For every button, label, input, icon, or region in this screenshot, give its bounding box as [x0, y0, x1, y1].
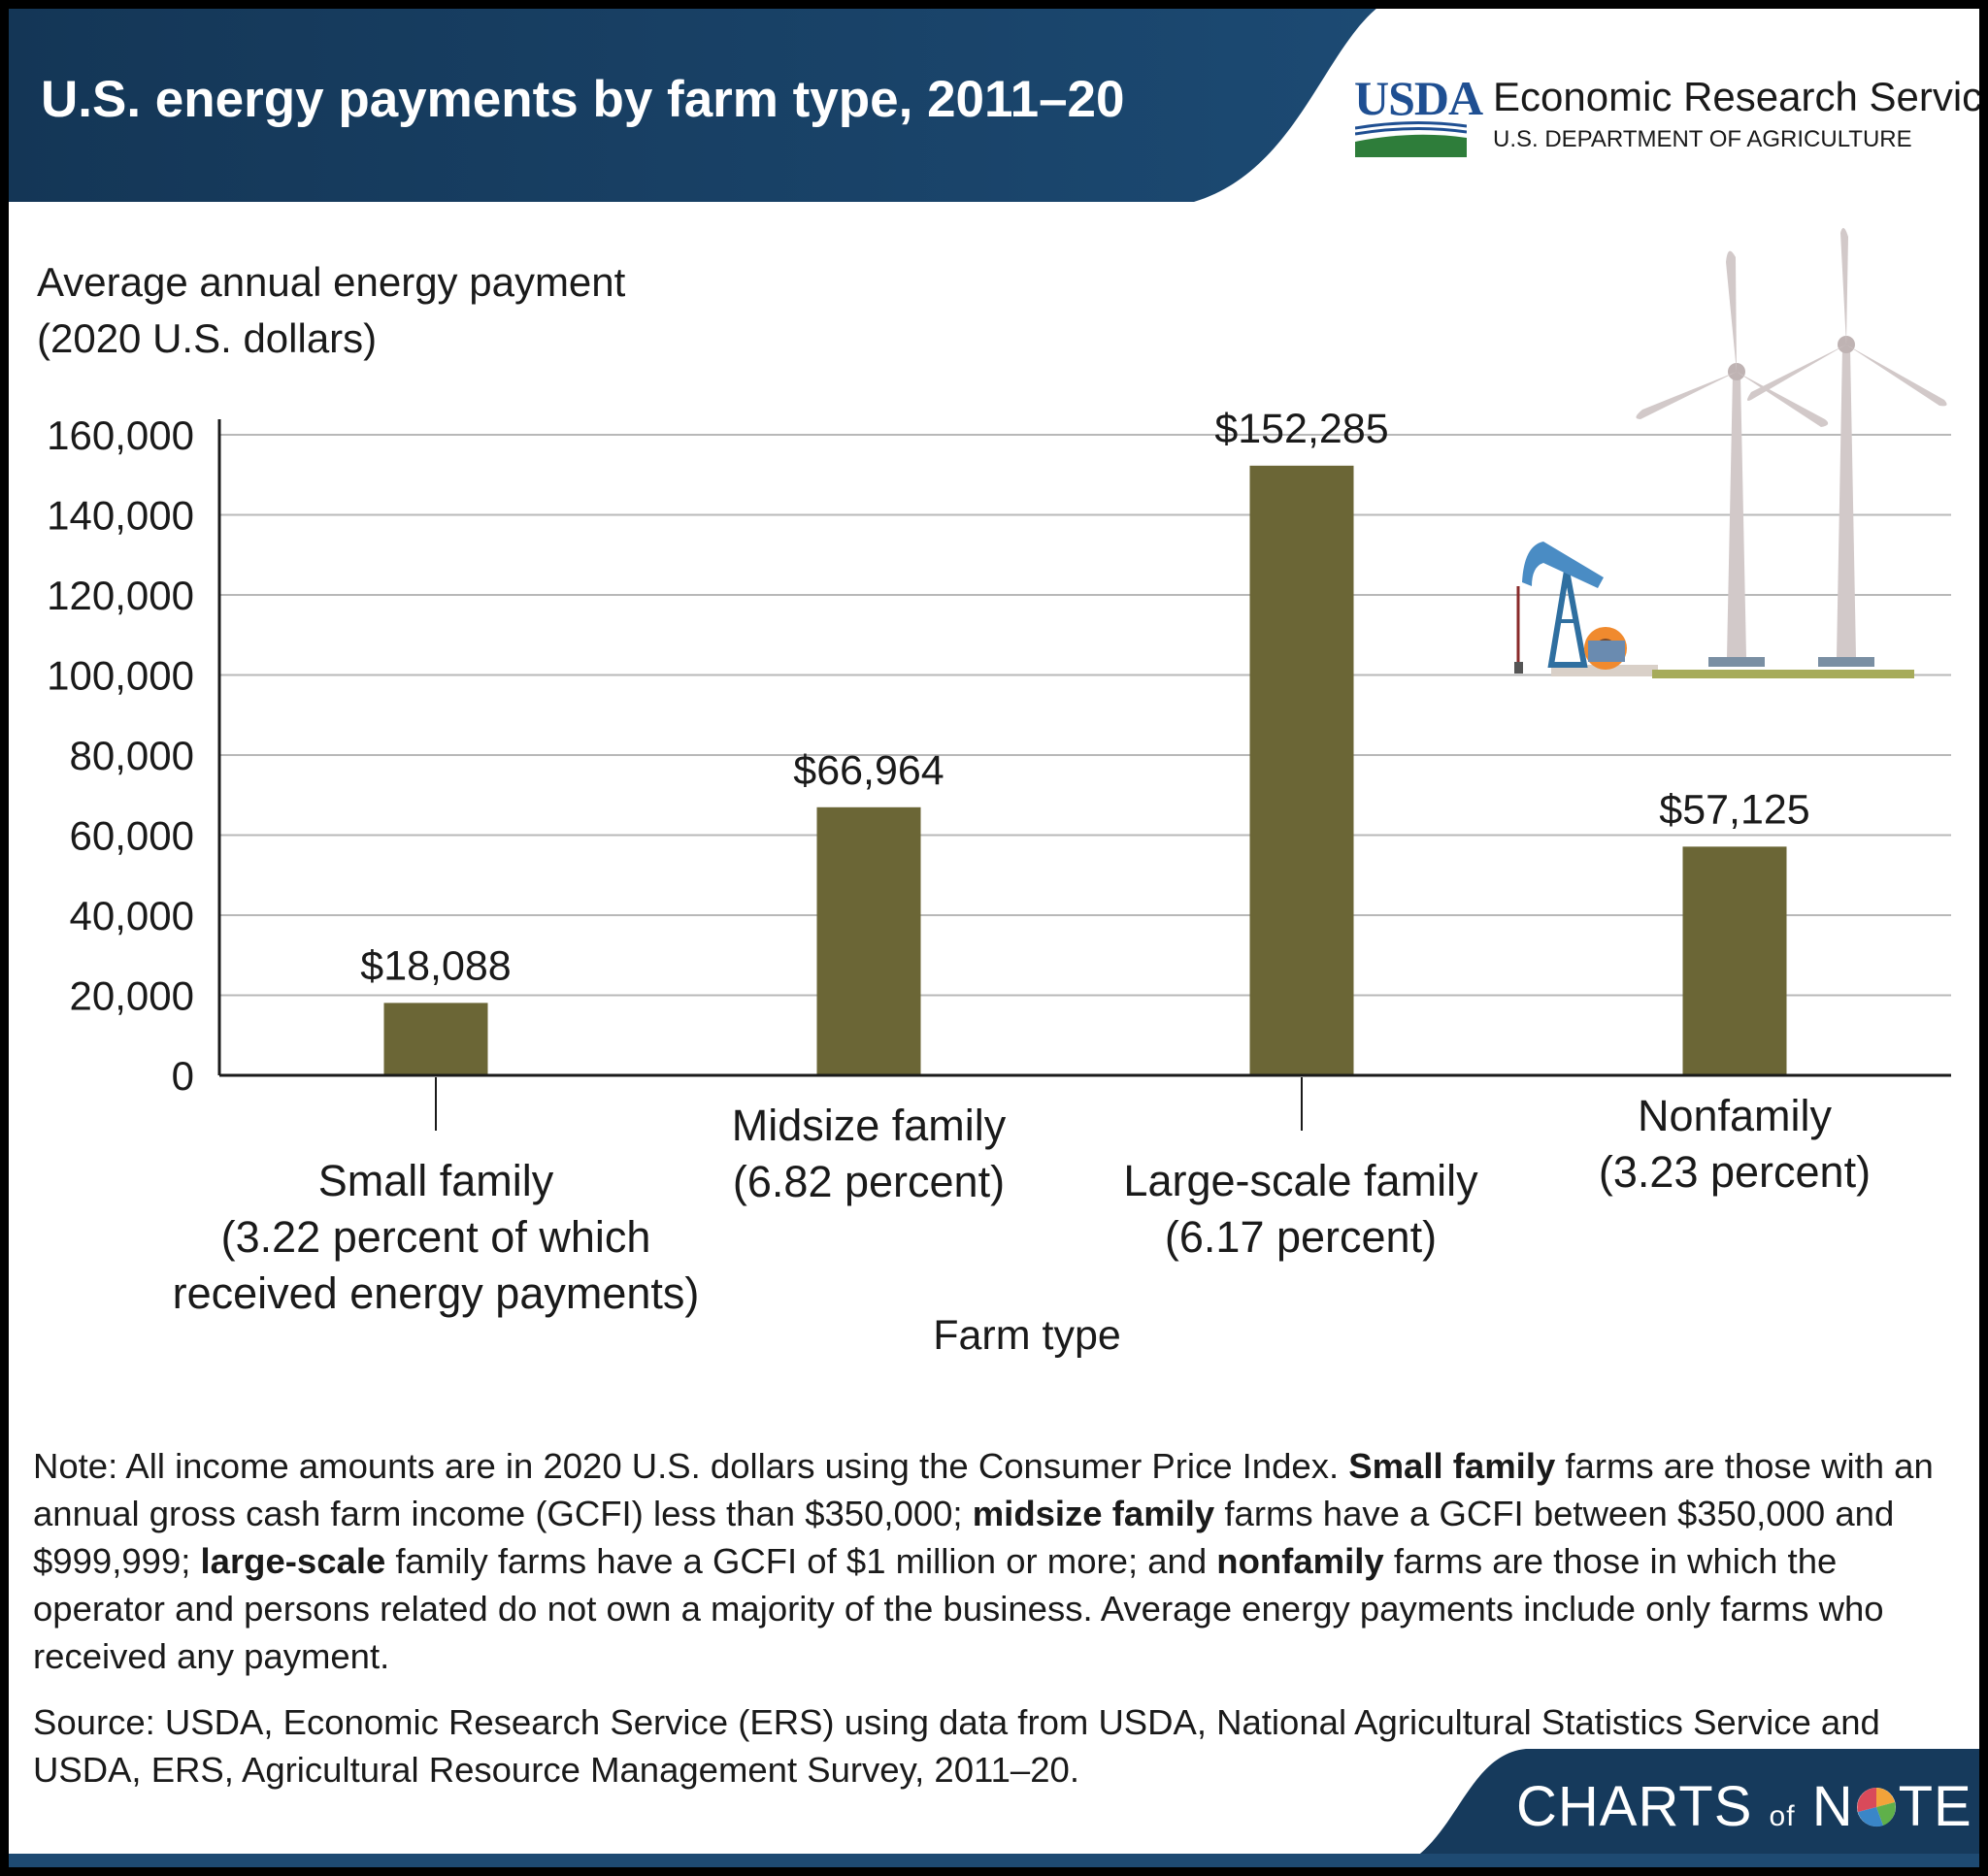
- data-label: $57,125: [1659, 786, 1809, 833]
- logo-word-of: of: [1769, 1800, 1796, 1832]
- x-category-line: Large-scale family: [1123, 1156, 1478, 1205]
- department-name: U.S. DEPARTMENT OF AGRICULTURE: [1493, 126, 1912, 152]
- data-label: $18,088: [360, 942, 511, 989]
- data-labels: $18,088 $66,964 $152,285 $57,125: [360, 406, 1809, 990]
- x-category-line: received energy payments): [172, 1268, 700, 1318]
- logo-letters-te: TE: [1898, 1775, 1972, 1838]
- bar: [1249, 465, 1354, 1076]
- x-category-label: Small family (3.22 percent of which rece…: [173, 1153, 700, 1322]
- y-tick-label: 140,000: [47, 493, 194, 539]
- note-bold-term: Small family: [1348, 1446, 1556, 1486]
- usda-logo-icon: [1355, 120, 1467, 157]
- y-tick-label: 20,000: [70, 973, 194, 1019]
- agency-name: Economic Research Service: [1493, 74, 1988, 119]
- pie-chart-icon: [1856, 1788, 1896, 1827]
- x-category-line: Small family: [317, 1156, 554, 1205]
- chart-title: U.S. energy payments by farm type, 2011–…: [41, 71, 1125, 128]
- oil-pumpjack-icon: [1514, 542, 1914, 678]
- data-label: $152,285: [1214, 406, 1388, 452]
- bar: [1682, 846, 1787, 1075]
- note-part: farms have a GCFI between $350,000 and $…: [33, 1494, 1895, 1581]
- x-category-line: (6.82 percent): [732, 1157, 1006, 1206]
- x-category-line: (3.22 percent of which: [220, 1212, 651, 1262]
- wind-turbine-icon: [1636, 227, 1947, 667]
- x-category-label: Large-scale family (6.17 percent): [1123, 1153, 1477, 1266]
- y-axis-title-line1: Average annual energy payment: [37, 259, 626, 305]
- note-part: farms are those in which the operator an…: [33, 1541, 1884, 1676]
- y-tick-label: 40,000: [70, 893, 194, 938]
- y-tick-label: 60,000: [70, 813, 194, 859]
- y-tick-label: 100,000: [47, 653, 194, 699]
- note-bold-term: large-scale: [200, 1541, 386, 1581]
- note-part: farms are those with an annual gross cas…: [33, 1446, 1934, 1533]
- note-part: family farms have a GCFI of $1 million o…: [385, 1541, 1217, 1581]
- x-ticks: [435, 1077, 1303, 1131]
- bar: [816, 806, 921, 1075]
- y-tick-label: 0: [172, 1053, 194, 1099]
- y-tick-labels: 160,000 140,000 120,000 100,000 80,000 60,000…: [47, 412, 194, 1099]
- x-axis-title: Farm type: [933, 1312, 1121, 1359]
- bar: [383, 1003, 488, 1075]
- y-tick-label: 80,000: [70, 733, 194, 778]
- note-bold-term: midsize family: [972, 1494, 1215, 1533]
- source-text: Source: USDA, Economic Research Service …: [33, 1702, 1880, 1790]
- charts-of-note-logo: CHARTS of N TE: [1516, 1774, 1972, 1839]
- note-bold-term: nonfamily: [1216, 1541, 1384, 1581]
- x-category-label: Midsize family (6.82 percent): [732, 1098, 1007, 1210]
- data-label: $66,964: [793, 747, 944, 794]
- axes: [217, 419, 1951, 1077]
- y-tick-label: 160,000: [47, 412, 194, 458]
- logo-word-charts: CHARTS: [1516, 1775, 1753, 1838]
- usda-logo-text: USDA: [1354, 71, 1483, 125]
- logo-letter-n: N: [1811, 1775, 1854, 1838]
- x-category-line: Midsize family: [731, 1101, 1007, 1150]
- bars: [383, 465, 1787, 1076]
- y-axis-title: Average annual energy payment (2020 U.S.…: [37, 254, 625, 367]
- x-category-line: (3.23 percent): [1598, 1147, 1872, 1197]
- y-axis-title-line2: (2020 U.S. dollars): [37, 315, 378, 361]
- x-category-line: Nonfamily: [1637, 1091, 1833, 1140]
- x-category-label: Nonfamily (3.23 percent): [1599, 1088, 1871, 1201]
- gridlines: [219, 434, 1951, 997]
- header-band: [0, 0, 1388, 202]
- x-category-line: (6.17 percent): [1164, 1212, 1438, 1262]
- note-text: Note: All income amounts are in 2020 U.S…: [33, 1442, 1960, 1680]
- y-tick-label: 120,000: [47, 573, 194, 618]
- note-part: Note: All income amounts are in 2020 U.S…: [33, 1446, 1349, 1486]
